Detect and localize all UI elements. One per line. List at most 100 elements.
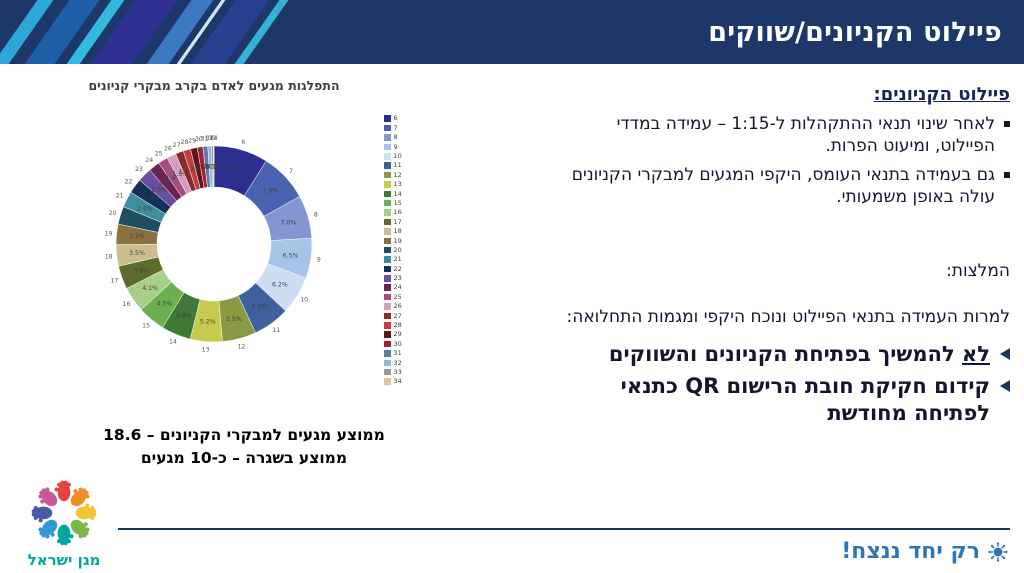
legend-swatch-icon [384,265,391,273]
slice-category-label: 34 [210,135,218,142]
slice-category-label: 6 [241,139,245,146]
bullet-text: לאחר שינוי תנאי ההתקהלות ל-1:15 – עמידה … [616,114,995,157]
legend-swatch-icon [384,350,391,357]
slice-value-label: 3.5% [129,250,145,257]
slice-category-label: 20 [109,210,117,217]
legend-item-31: 31 [384,349,402,358]
legend-label: 18 [393,227,402,236]
legend-item-34: 34 [384,377,402,386]
square-bullet-icon [1004,171,1010,178]
bullet-text: גם בעמידה בתנאי העומס, היקפי המגעים למבק… [571,164,995,208]
header-stripes-decoration [0,0,400,64]
slice-category-label: 33 [208,135,216,142]
footer-divider [118,528,1010,530]
legend-swatch-icon [384,293,391,301]
slice-category-label: 14 [169,338,177,345]
action-emphasis: לא [962,341,990,366]
recommendations-intro: למרות העמידה בתנאי הפיילוט ונוכח היקפי ו… [566,306,1010,327]
action-rest: להמשיך בפתיחת הקניונים והשווקים [608,341,962,366]
action-item: לא להמשיך בפתיחת הקניונים והשווקים [554,341,1010,368]
legend-item-18: 18 [384,227,402,236]
slice-category-label: 29 [188,137,196,144]
bullet-item: גם בעמידה בתנאי העומס, היקפי המגעים למבק… [554,164,1010,209]
legend-item-11: 11 [384,161,402,170]
action-list: לא להמשיך בפתיחת הקניונים והשווקים קידום… [554,341,1010,428]
slice-category-label: 28 [181,139,189,146]
slice-category-label: 24 [145,157,153,164]
legend-swatch-icon [384,218,391,226]
contacts-distribution-chart: התפלגות מגעים לאדם בקרב מבקרי קניונים 8.… [44,78,530,394]
legend-label: 32 [393,358,402,367]
legend-label: 24 [393,283,402,292]
magen-israel-logo: מגן ישראל [18,472,110,569]
slice-category-label: 12 [237,343,245,350]
slice-value-label: 0.9% [195,164,211,171]
legend-label: 7 [393,123,398,132]
slice-category-label: 19 [105,230,113,237]
legend-item-12: 12 [384,170,402,179]
legend-label: 19 [393,236,402,245]
legend-label: 31 [393,349,402,358]
legend-item-29: 29 [384,330,402,339]
slice-value-label: 2.4% [144,195,160,202]
legend-label: 17 [393,217,402,226]
legend-item-8: 8 [384,133,402,142]
legend-label: 22 [393,264,402,273]
bullet-item: לאחר שינוי תנאי ההתקהלות ל-1:15 – עמידה … [554,113,1010,158]
legend-swatch-icon [384,124,391,132]
slice-value-label: 4.5% [157,300,173,307]
slice-category-label: 9 [317,256,321,263]
legend-item-33: 33 [384,368,402,377]
slice-category-label: 23 [135,166,143,173]
recommendations-label: המלצות: [946,260,1010,281]
legend-swatch-icon [384,340,391,348]
legend-label: 8 [393,133,398,142]
slice-category-label: 13 [202,346,210,353]
slice-category-label: 30 [195,136,203,143]
action-rest: קידום חקיקת חובת הרישום QR כתנאי לפתיחה … [620,374,990,426]
legend-swatch-icon [384,171,391,179]
legend-swatch-icon [384,134,391,141]
chart-legend: 6 7 8 9 10 11 12 13 14 15 16 17 18 19 20 21 22 23 24 25 26 27… [384,114,402,394]
slice-category-label: 26 [164,145,172,152]
legend-label: 12 [393,170,402,179]
legend-swatch-icon [384,181,391,188]
slice-value-label: 1.6% [166,175,182,182]
legend-label: 27 [393,311,402,320]
legend-label: 11 [393,161,402,170]
slice-value-label: 0.3% [205,163,221,170]
virus-icon [988,541,1008,562]
legend-item-20: 20 [384,245,402,254]
legend-item-30: 30 [384,339,402,348]
legend-swatch-icon [384,237,391,245]
legend-label: 10 [393,152,402,160]
legend-label: 6 [393,114,398,123]
donut-chart: 8.8% 6 7.9% 7 7.0% 8 6.5% 9 6.2% 10 6.0% 11 5.5% 12 5.… [105,135,321,354]
slice-value-label: 5.5% [226,316,242,323]
slice-category-label: 22 [125,178,133,185]
legend-label: 34 [393,377,402,386]
legend-item-32: 32 [384,358,402,367]
legend-label: 20 [393,245,402,254]
header-bar: פיילוט הקניונים/שווקים [0,0,1024,64]
slice-value-label: 5.2% [200,318,216,325]
donut-chart-area: התפלגות מגעים לאדם בקרב מבקרי קניונים 8.… [44,78,384,394]
legend-label: 14 [393,189,402,198]
arrow-bullet-icon [1000,347,1010,360]
legend-label: 13 [393,180,402,189]
slice-category-label: 27 [173,141,181,148]
slice-value-label: 1.3% [179,168,195,175]
legend-item-17: 17 [384,217,402,226]
slice-value-label: 3.8% [133,267,149,274]
legend-swatch-icon [384,199,391,207]
slice-value-label: 2.6% [137,205,153,212]
legend-item-19: 19 [384,236,402,245]
legend-swatch-icon [384,190,391,198]
legend-item-26: 26 [384,302,402,311]
legend-label: 30 [393,339,402,348]
slice-value-label: 8.8% [228,166,244,173]
slice-value-label: 1.2% [185,166,201,173]
slice-value-label: 3.3% [129,233,145,240]
slice-category-label: 21 [116,192,124,199]
